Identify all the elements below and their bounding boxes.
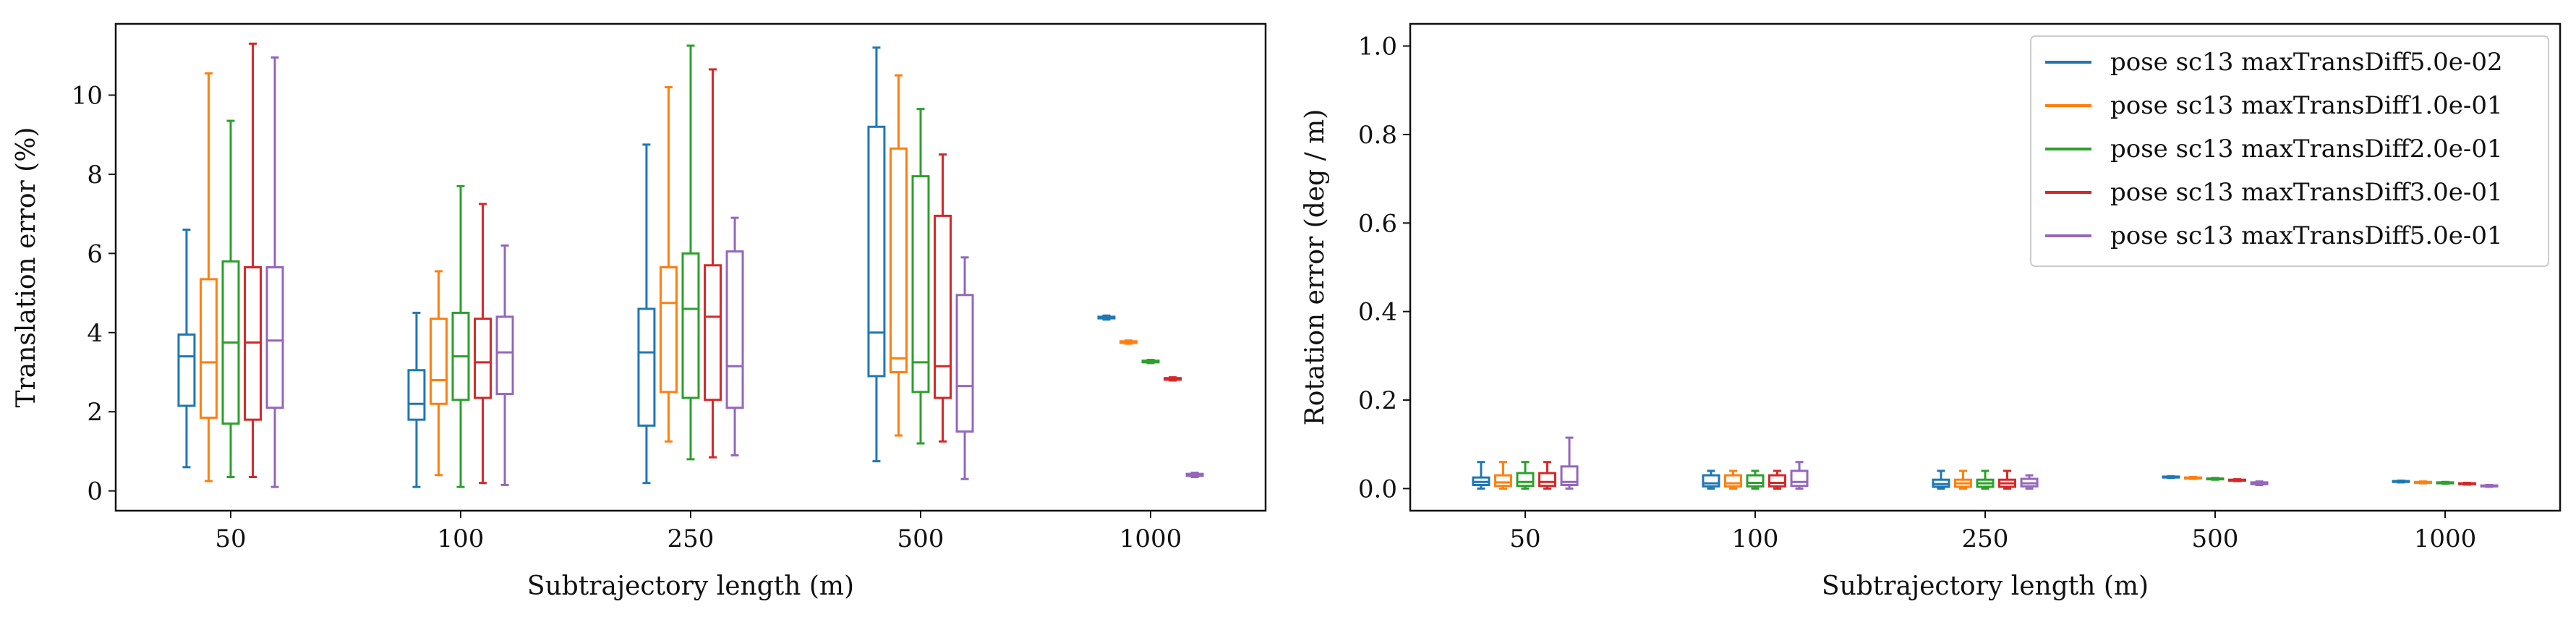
x-axis-label: Subtrajectory length (m) [527,571,854,601]
legend-label: pose sc13 maxTransDiff5.0e-02 [2110,48,2503,77]
box-plot [221,119,240,478]
panel-2: 0.0 0.2 0.4 0.6 0.8 1.0 50 100 250 500 1000 Subtraj… [1300,22,2562,601]
y-tick-label: 4 [87,319,103,348]
box-plot [659,86,678,443]
x-axis-label: Subtrajectory length (m) [1822,571,2149,601]
box-plot [2250,480,2269,487]
box-plot [1560,436,1579,490]
box-plot [1493,461,1512,490]
box-plot [704,68,722,459]
box-plot [1472,461,1490,490]
box-plot [2206,477,2225,481]
box-plot [2020,474,2039,490]
legend-label: pose sc13 maxTransDiff1.0e-01 [2110,91,2503,120]
box-plot [1185,471,1204,478]
x-tick-label: 500 [2192,524,2239,553]
x-tick-label: 100 [1732,524,1779,553]
x-tick-label: 100 [438,524,485,553]
box-plot [199,72,218,482]
y-tick-label: 8 [87,161,103,190]
box-plot [407,311,426,488]
legend-label: pose sc13 maxTransDiff2.0e-01 [2110,135,2503,163]
box-plot [2162,475,2180,480]
box-plot [429,270,448,477]
x-tick-label: 1000 [2414,524,2477,553]
box-plot [725,216,744,456]
box-plot [867,46,886,463]
x-tick-label: 250 [1962,524,2009,553]
box-plot [934,153,952,443]
box-plot [2480,484,2499,488]
plot-frame [1409,22,2562,512]
x-tick-label: 500 [897,524,944,553]
y-tick-label: 0.2 [1358,386,1397,415]
box-plot [1538,461,1557,490]
box-plot [177,229,196,469]
box-plot [474,203,492,485]
panel-1: 0 2 4 6 8 10 50 100 250 500 1000 Subtrajectory leng… [12,22,1267,601]
legend: pose sc13 maxTransDiff5.0e-02 pose sc13 m… [2030,35,2549,267]
box-plot [1746,469,1765,490]
y-tick-label: 0.8 [1358,121,1397,150]
y-tick-label: 0.0 [1358,475,1397,503]
y-tick-label: 10 [72,81,103,110]
y-tick-label: 0.6 [1358,209,1397,238]
legend-frame [2030,35,2549,267]
box-plot [2436,480,2455,485]
legend-label: pose sc13 maxTransDiff3.0e-01 [2110,178,2503,207]
y-tick-label: 1.0 [1358,33,1397,61]
y-axis-label: Rotation error (deg / m) [1300,109,1330,426]
box-plot [681,44,700,461]
x-tick-label: 1000 [1119,524,1182,553]
box-plot [2458,481,2477,486]
box-plot [911,108,930,445]
box-plot [1790,461,1809,490]
box-plot [1953,469,1972,490]
box-plot [1097,314,1116,321]
box-plot [1723,469,1742,490]
box-plot [1932,469,1950,490]
box-plot [1164,376,1182,382]
box-plot [1119,339,1138,345]
box-plot [1768,469,1787,490]
box-plot [265,56,284,488]
box-plot [1998,469,2017,490]
box-plot [244,42,263,478]
box-plot [1702,469,1720,490]
box-plot [1976,469,1995,490]
y-tick-label: 2 [87,398,103,427]
box-plot [637,143,656,485]
box-plot [1141,359,1160,365]
box-plot [2392,479,2410,484]
y-tick-label: 0 [87,477,103,506]
y-tick-label: 6 [87,239,103,268]
box-plot [2183,476,2202,480]
box-plot [2413,480,2432,485]
y-axis-label: Translation error (%) [12,127,41,408]
box-plot [955,256,974,480]
box-plot [451,184,470,488]
x-tick-label: 50 [215,524,246,553]
plot-frame [114,22,1267,512]
box-plot [889,74,908,437]
x-tick-label: 50 [1509,524,1540,553]
box-plot [2228,478,2247,482]
y-tick-label: 0.4 [1358,298,1397,327]
box-plot [495,244,514,486]
x-tick-label: 250 [668,524,715,553]
legend-label: pose sc13 maxTransDiff5.0e-01 [2110,221,2503,250]
box-plot [1516,461,1535,490]
